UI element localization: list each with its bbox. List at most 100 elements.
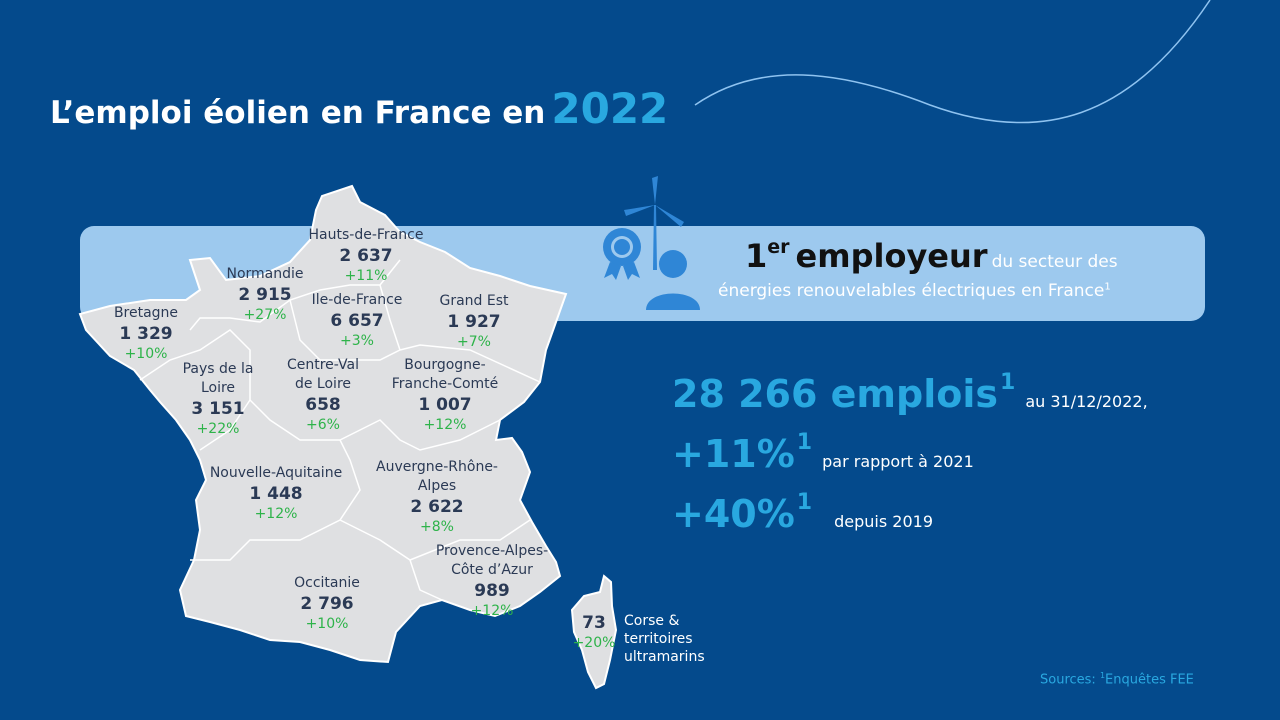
region-name: Grand Est <box>439 293 509 309</box>
region-borders <box>139 259 541 601</box>
region-jobs: 1 448 <box>249 484 303 504</box>
border <box>320 344 541 383</box>
region-label: Nouvelle-Aquitaine 1 448 +12% <box>201 464 351 524</box>
region-growth: +3% <box>340 333 374 349</box>
border <box>289 299 321 361</box>
sources-text: Enquêtes FEE <box>1105 672 1194 688</box>
region-jobs: 2 915 <box>238 285 292 305</box>
banner-text: énergies renouvelables électriques en Fr… <box>718 281 1105 301</box>
stat: +11%1 par rapport à 2021 <box>672 430 974 476</box>
region-name: Occitanie <box>294 575 360 591</box>
region-name: Provence-Alpes-Côte d’Azur <box>435 543 549 578</box>
banner-line: énergies renouvelables électriques en Fr… <box>718 281 1111 301</box>
region-growth: +11% <box>344 268 388 284</box>
region-label: Hauts-de-France 2 637 +11% <box>296 226 436 286</box>
region-label: Normandie 2 915 +27% <box>210 265 320 325</box>
region-name: Ile-de-France <box>311 292 403 308</box>
footnote-mark: 1 <box>796 430 813 455</box>
region-name: Bretagne <box>113 305 179 321</box>
turbine-blades <box>624 176 684 227</box>
banner-icons <box>603 176 700 310</box>
region-jobs: 1 927 <box>447 312 501 332</box>
region-label: Pays de la Loire 3 151 +22% <box>178 360 258 439</box>
rank-suffix: er <box>767 236 790 258</box>
headline: employeur <box>795 237 988 275</box>
map <box>78 184 618 690</box>
region-growth: +7% <box>457 334 491 350</box>
region-growth: +22% <box>196 421 240 437</box>
footnote-mark: 1 <box>1000 370 1016 395</box>
footnote-mark: 1 <box>1099 671 1106 680</box>
region-growth: +27% <box>243 307 287 323</box>
sources-label: Sources: <box>1040 672 1096 688</box>
region-label: Bourgogne-Franche-Comté 1 007 +12% <box>390 356 500 435</box>
banner-headline: 1er employeur du secteur des <box>745 236 1118 275</box>
border <box>139 329 501 451</box>
region-growth: +6% <box>306 417 340 433</box>
person-body <box>646 293 700 310</box>
region-jobs: 2 637 <box>339 246 393 266</box>
stat-text: par rapport à 2021 <box>822 452 974 471</box>
person-head <box>659 250 687 278</box>
region-name: Centre-Val de Loire <box>286 357 359 392</box>
sources: Sources: 1Enquêtes FEE <box>1040 671 1194 687</box>
stat-value: +40% <box>672 492 795 536</box>
title: L’emploi éolien en France en 2022 <box>50 84 668 133</box>
region-name: Auvergne-Rhône-Alpes <box>376 459 498 494</box>
region-label: Centre-Val de Loire 658 +6% <box>278 356 368 435</box>
region-jobs: 1 329 <box>119 324 173 344</box>
region-growth: +20% <box>572 635 616 651</box>
region-name: Hauts-de-France <box>308 227 424 243</box>
region-jobs: 658 <box>305 395 341 415</box>
region-name: Nouvelle-Aquitaine <box>209 465 343 481</box>
medal-inner <box>614 239 630 255</box>
banner-text: du secteur des <box>991 252 1118 272</box>
region-label: Grand Est 1 927 +7% <box>419 292 529 352</box>
region-name: Normandie <box>226 266 304 282</box>
region-jobs: 1 007 <box>418 395 472 415</box>
region-label: Provence-Alpes-Côte d’Azur 989 +12% <box>422 542 562 621</box>
region-jobs: 2 796 <box>300 594 354 614</box>
border <box>379 284 401 351</box>
region-label: 73 +20% <box>569 612 619 653</box>
border <box>199 399 251 451</box>
region-label: Occitanie 2 796 +10% <box>272 574 382 634</box>
footnote-mark: 1 <box>796 490 813 515</box>
stat-text: depuis 2019 <box>834 512 933 531</box>
region-growth: +8% <box>420 519 454 535</box>
stat: +40%1 depuis 2019 <box>672 490 933 536</box>
rank: 1 <box>745 237 768 275</box>
region-growth: +10% <box>305 616 349 632</box>
region-jobs: 3 151 <box>191 399 245 419</box>
region-jobs: 73 <box>582 613 606 633</box>
border <box>409 519 531 561</box>
region-label: Auvergne-Rhône-Alpes 2 622 +8% <box>370 458 505 537</box>
region-name: Bourgogne-Franche-Comté <box>391 357 499 392</box>
title-year: 2022 <box>551 84 669 133</box>
title-text: L’emploi éolien en France en <box>50 95 546 131</box>
region-growth: +10% <box>124 346 168 362</box>
turbine-tower <box>653 205 657 270</box>
region-growth: +12% <box>423 417 467 433</box>
region-label: Ile-de-France 6 657 +3% <box>297 291 417 351</box>
footnote-mark: 1 <box>1104 281 1111 293</box>
stat-value: 28 266 emplois <box>672 372 999 416</box>
region-label: Bretagne 1 329 +10% <box>91 304 201 364</box>
france-mainland <box>78 184 568 664</box>
stat-text: au 31/12/2022, <box>1025 392 1148 411</box>
region-jobs: 6 657 <box>330 311 384 331</box>
wave-line <box>694 0 1211 124</box>
region-name: Corse & territoires ultramarins <box>624 613 705 665</box>
corsica <box>570 574 618 690</box>
region-jobs: 989 <box>474 581 510 601</box>
medal-ribbon <box>604 262 640 280</box>
border <box>190 439 361 561</box>
stat: 28 266 emplois1 au 31/12/2022, <box>672 370 1148 416</box>
region-growth: +12% <box>470 603 514 619</box>
stat-value: +11% <box>672 432 795 476</box>
region-name: Pays de la Loire <box>182 361 254 396</box>
region-growth: +12% <box>254 506 298 522</box>
